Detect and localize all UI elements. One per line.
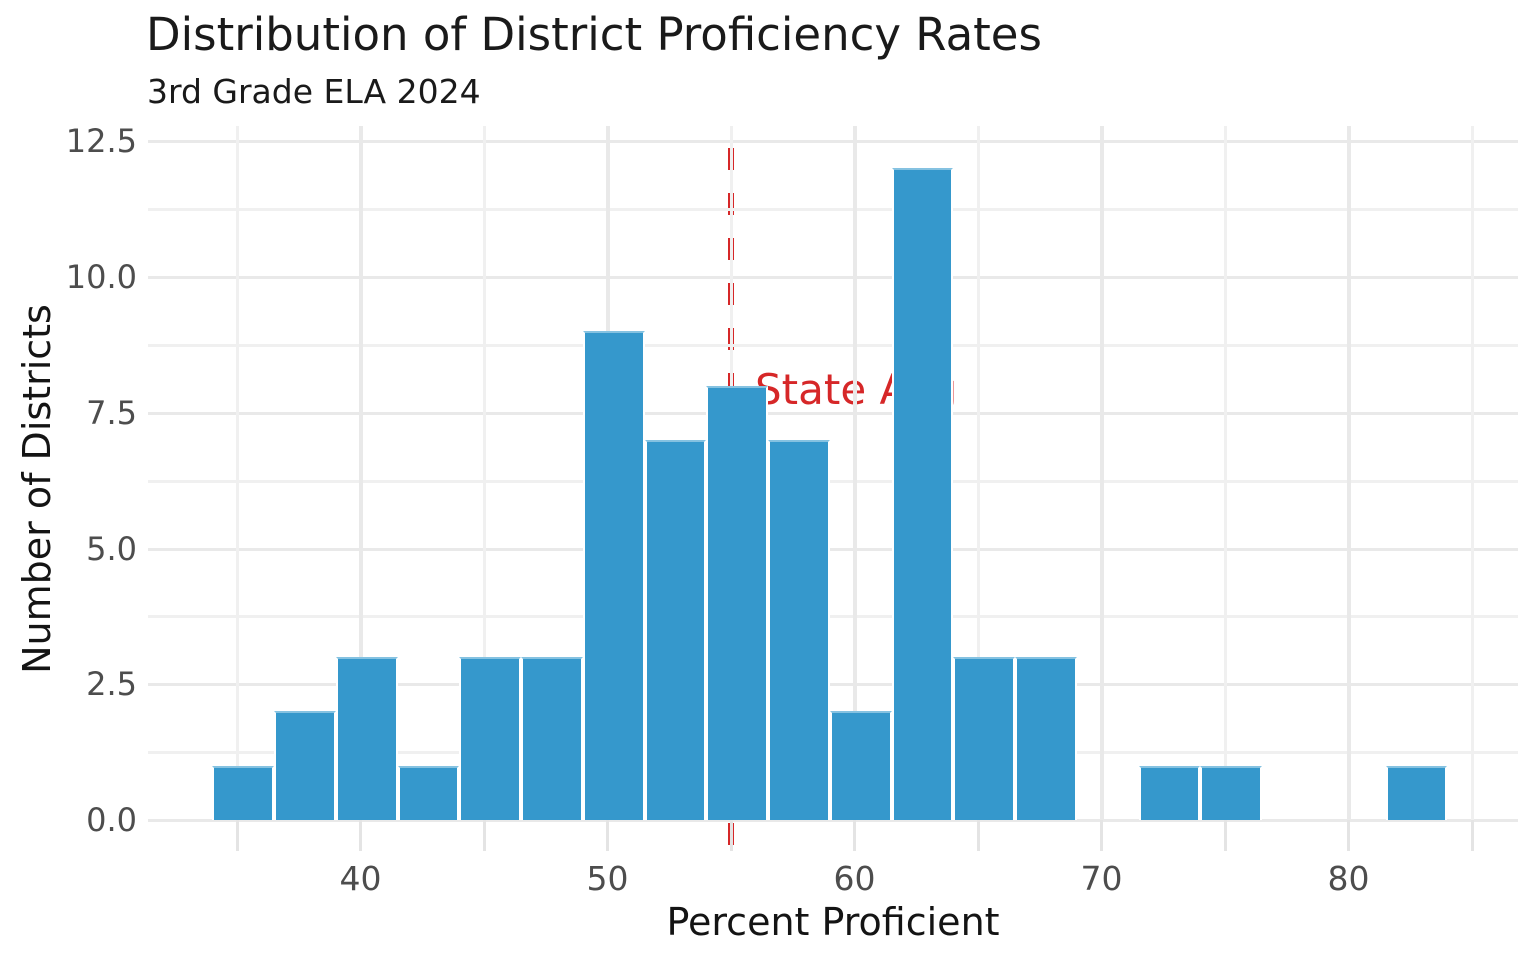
x-axis-title: Percent Proficient [666,900,1000,944]
histogram-bar [953,657,1016,820]
histogram-bar [1138,765,1201,820]
histogram-bar [397,765,460,820]
x-tick-mark [976,820,980,851]
histogram-bar [582,331,645,820]
x-gridline-major [358,126,363,820]
histogram-bar [1015,657,1077,820]
histogram-bar [335,657,398,820]
x-tick-mark [729,820,733,851]
histogram-bar [706,385,769,820]
x-gridline-major [1099,126,1104,820]
histogram-bar [891,168,954,820]
histogram-bar [212,765,275,820]
y-tick-label: 12.5 [65,122,137,161]
y-gridline-minor [148,343,1518,347]
x-tick-label: 50 [586,859,629,898]
y-gridline-minor [148,615,1518,619]
x-tick-mark [1223,820,1227,851]
x-gridline-major [852,126,857,820]
x-tick-mark [235,820,239,851]
chart-subtitle: 3rd Grade ELA 2024 [147,72,481,111]
x-tick-mark [1100,820,1103,851]
y-tick-label: 5.0 [86,529,137,568]
x-tick-mark [1347,820,1350,851]
histogram-bar [521,657,583,820]
x-gridline-minor [977,126,980,820]
y-tick-label: 2.5 [86,665,137,704]
x-gridline-minor [1471,126,1474,820]
histogram-bar [829,711,892,820]
y-tick-label: 0.0 [86,801,137,839]
y-tick-label: 10.0 [65,258,137,296]
chart-title: Distribution of District Proficiency Rat… [146,8,1042,61]
histogram-bar [768,439,830,820]
histogram-bar [459,657,522,820]
y-gridline-major [148,140,1518,144]
x-tick-label: 70 [1080,859,1123,898]
y-axis-title: Number of Districts [15,304,59,674]
x-tick-mark [606,820,609,851]
x-tick-mark [853,820,856,851]
y-gridline-minor [148,208,1518,212]
y-tick-label: 7.5 [86,393,137,432]
x-tick-mark [1470,820,1474,851]
y-gridline-major [148,547,1518,551]
histogram-bar [1385,765,1448,820]
y-gridline-major [148,276,1518,279]
y-gridline-minor [148,479,1518,483]
x-tick-label: 60 [833,859,876,898]
x-tick-label: 80 [1327,859,1370,898]
x-tick-mark [482,820,486,851]
x-gridline-minor [483,126,486,820]
y-gridline-major [148,683,1518,687]
x-gridline-major [1346,126,1351,820]
histogram-bar [644,439,707,820]
histogram-bar [1200,765,1263,820]
x-gridline-minor [1224,126,1227,820]
x-tick-mark [359,820,362,851]
x-tick-label: 40 [339,859,382,898]
histogram-bar [274,711,336,820]
x-gridline-minor [236,126,239,820]
y-gridline-major [148,411,1518,415]
y-gridline-major [148,819,1518,822]
